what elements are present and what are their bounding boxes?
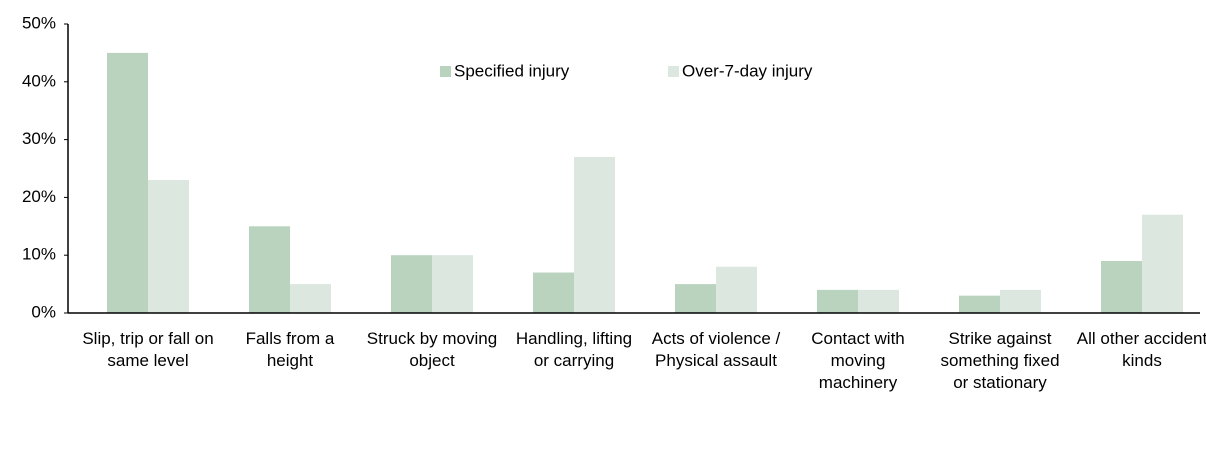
legend-swatch [668,66,679,77]
x-tick-label: Contact with moving machinery [811,329,905,392]
y-tick-label: 20% [22,187,56,206]
x-tick-label: Handling, lifting or carrying [515,329,633,370]
bar [148,180,189,313]
bar [716,266,757,313]
bar [817,289,858,313]
bar [432,255,473,313]
bar [858,289,899,313]
x-tick-label: Slip, trip or fall on same level [82,329,214,370]
bar [391,255,432,313]
x-tick-label: All other accident kinds [1076,329,1206,370]
bar [574,156,615,313]
legend-swatch [440,66,451,77]
y-tick-label: 10% [22,245,56,264]
bar [107,52,148,314]
x-tick-label: Acts of violence / Physical assault [651,329,781,370]
legend-label: Over-7-day injury [682,61,813,80]
bar [1101,260,1142,313]
bar [959,295,1000,313]
bar [533,272,574,313]
bar [675,284,716,313]
y-tick-label: 40% [22,71,56,90]
bar [290,284,331,313]
y-tick-label: 30% [22,129,56,148]
y-tick-label: 50% [22,13,56,32]
bar [249,226,290,313]
y-tick-label: 0% [31,302,56,321]
x-tick-label: Falls from a height [245,329,335,370]
bar [1142,214,1183,313]
x-tick-label: Strike against something fixed or statio… [940,329,1060,392]
bar [1000,289,1041,313]
x-tick-label: Struck by moving object [366,329,498,370]
legend-label: Specified injury [454,61,570,80]
